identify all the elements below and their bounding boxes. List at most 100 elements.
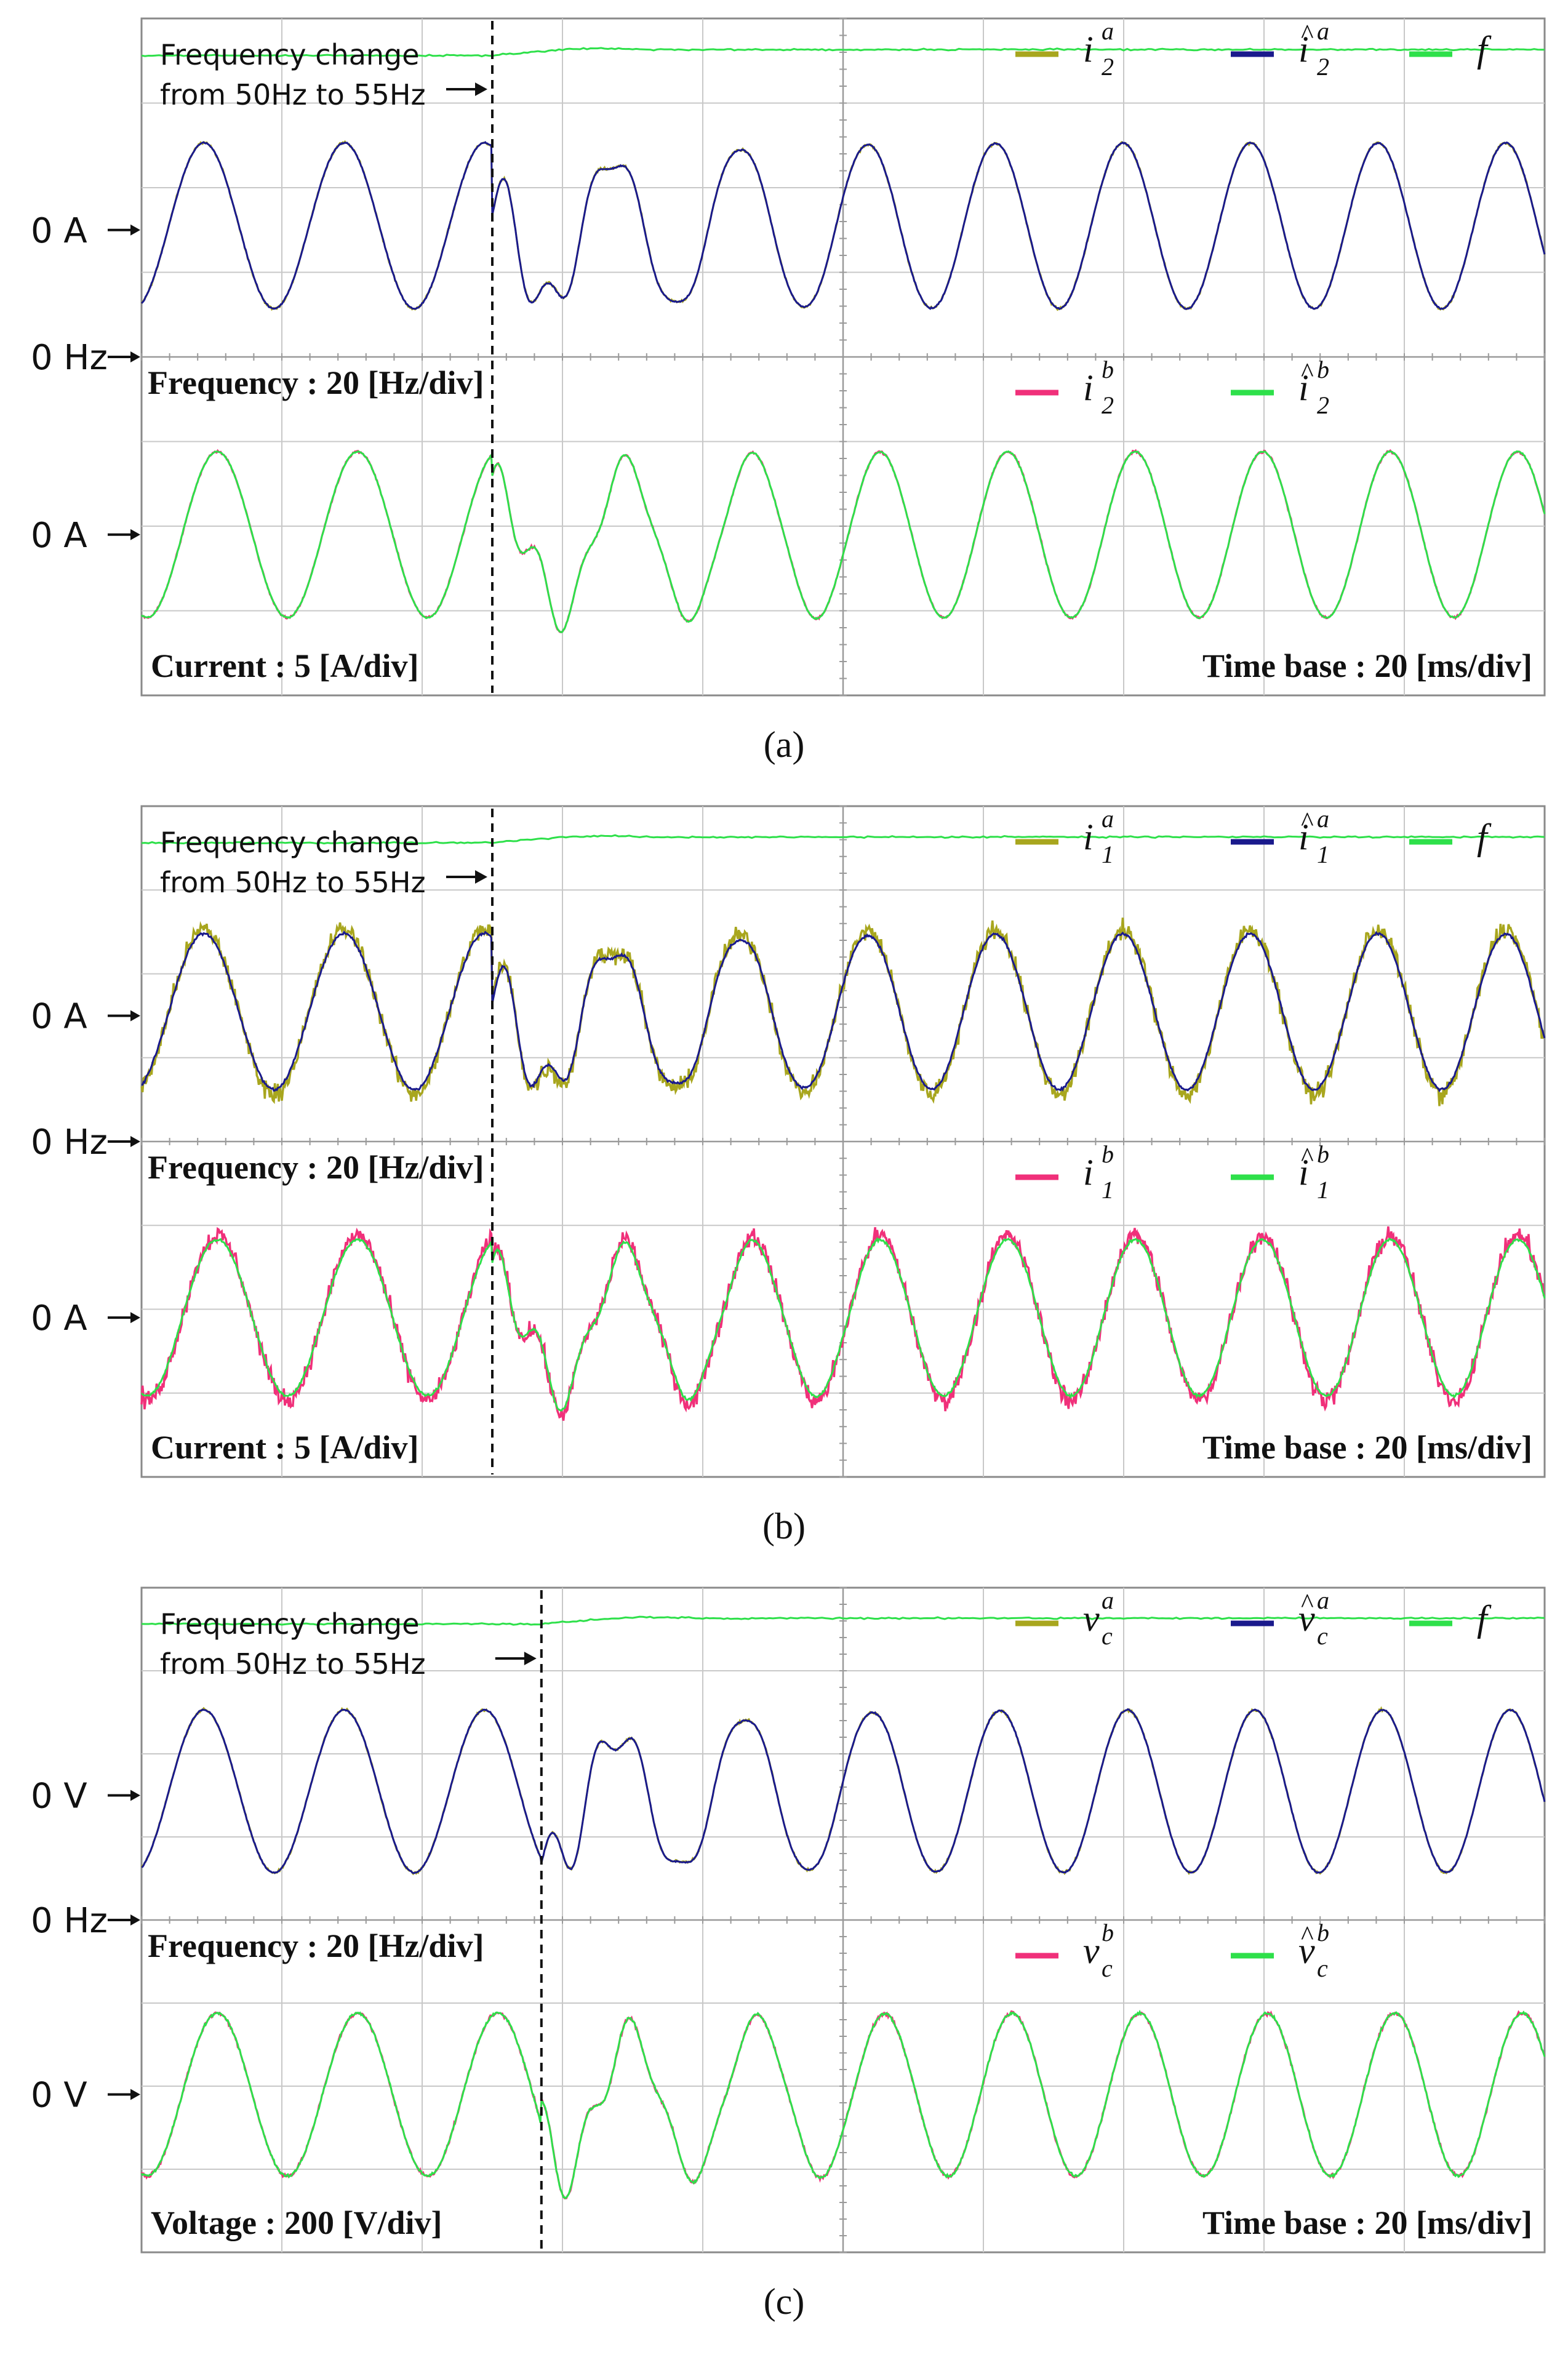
time-base-label: Time base : 20 [ms/div] [1202,1429,1532,1466]
legend-hat: ^ [1301,1142,1314,1172]
legend-subscript: 1 [1102,841,1114,868]
panel-caption: (c) [764,2281,805,2322]
annotation-line-1: Frequency change [160,826,420,859]
arrow-head-icon [475,82,487,96]
frequency-scale-label: Frequency : 20 [Hz/div] [148,1927,484,1964]
trace-î1a [141,930,1546,1093]
scope-grid [141,18,1545,696]
zero-level-label: 0 A [31,516,87,556]
annotation-line-2: from 50Hz to 55Hz [160,866,426,899]
arrow-head-icon [475,870,487,884]
legend-symbol-base: i [1298,367,1309,408]
legend-superscript: b [1317,1140,1329,1168]
scope-grid [141,806,1545,1478]
legend-symbol-base: v [1083,1930,1100,1971]
legend-symbol-base: i [1298,29,1309,70]
annotation-line-2: from 50Hz to 55Hz [160,78,426,111]
legend-superscript: b [1102,356,1114,383]
arrow-head-icon [130,1136,140,1147]
legend-superscript: b [1317,356,1329,383]
legend-symbol-base: v [1298,1930,1315,1971]
legend-hat: ^ [1301,1921,1314,1951]
legend-superscript: b [1102,1919,1114,1946]
zero-level-label: 0 V [31,1777,87,1817]
amplitude-scale-label: Voltage : 200 [V/div] [151,2204,442,2241]
legend-subscript: 2 [1102,391,1114,419]
trace-î1b [140,1236,1546,1412]
frequency-trace [141,47,1545,58]
legend-hat: ^ [1301,807,1314,837]
arrow-head-icon [524,1652,537,1665]
zero-level-label: 0 A [31,997,87,1037]
legend-symbol: i 1 b [1083,1140,1114,1204]
legend-superscript: a [1317,17,1329,45]
arrow-head-icon [130,351,140,362]
arrow-head-icon [130,1010,140,1022]
traces [140,1615,1546,2200]
annotation-line-2: from 50Hz to 55Hz [160,1647,426,1681]
legend-symbol-base: v [1083,1598,1100,1639]
legend-subscript: c [1102,1622,1113,1650]
frequency-scale-label: Frequency : 20 [Hz/div] [148,1149,484,1186]
zero-level-label: 0 Hz [31,1122,108,1162]
trace-v̂ca [141,1708,1546,1874]
frequency-trace [141,1615,1545,1626]
legend-symbol: i 2 a [1083,17,1114,81]
panel-caption: (a) [764,724,805,765]
zero-level-label: 0 A [31,1298,87,1338]
legend-symbol: i^1 a [1298,805,1329,868]
legend-superscript: a [1102,805,1114,833]
legend-subscript: 1 [1102,1176,1114,1204]
zero-level-label: 0 A [31,211,87,251]
legend-symbol-base: i [1083,29,1094,70]
arrow-head-icon [130,1914,140,1926]
legend-subscript: 1 [1317,841,1329,868]
amplitude-scale-label: Current : 5 [A/div] [151,1429,418,1466]
time-base-label: Time base : 20 [ms/div] [1202,647,1532,684]
trace-î2a [140,141,1546,311]
legend-symbol: i 1 a [1083,805,1114,868]
zero-level-label: 0 V [31,2076,87,2116]
legend-symbol-base: i [1083,1152,1094,1193]
traces [140,834,1546,1421]
legend-symbol-base: i [1083,817,1094,857]
traces [140,47,1546,634]
legend-symbol: v ca [1083,1586,1114,1650]
legend-superscript: b [1102,1140,1114,1168]
legend-hat: ^ [1301,19,1314,49]
legend-subscript: c [1317,1622,1328,1650]
legend-subscript: 2 [1317,391,1329,419]
legend-symbol: v cb [1083,1919,1114,1982]
legend-subscript: c [1102,1954,1113,1982]
legend-superscript: a [1102,1586,1114,1614]
arrow-head-icon [130,224,140,236]
legend-superscript: a [1102,17,1114,45]
scope-grid [141,1587,1545,2253]
arrow-head-icon [130,1790,140,1801]
legend-subscript: c [1317,1954,1328,1982]
trace-v̂cb [140,2009,1546,2200]
legend-symbol-base: i [1298,817,1309,857]
time-base-label: Time base : 20 [ms/div] [1202,2204,1532,2241]
zero-level-label: 0 Hz [31,338,108,378]
legend-superscript: a [1317,805,1329,833]
legend-hat: ^ [1301,358,1314,388]
arrow-head-icon [130,529,140,540]
legend-superscript: a [1317,1586,1329,1614]
arrow-head-icon [130,2089,140,2100]
trace-i1a [140,918,1546,1106]
panel-caption: (b) [762,1506,806,1546]
legend-symbol: i^2 a [1298,17,1329,81]
legend-symbol: v^ca [1298,1586,1329,1650]
legend-symbol-base: i [1298,1152,1309,1193]
arrow-head-icon [130,1312,140,1324]
frequency-scale-label: Frequency : 20 [Hz/div] [148,364,484,401]
legend-symbol-base: i [1083,367,1094,408]
legend-subscript: 2 [1317,53,1329,81]
legend-symbol-base: v [1298,1598,1315,1639]
legend-subscript: 2 [1102,53,1114,81]
